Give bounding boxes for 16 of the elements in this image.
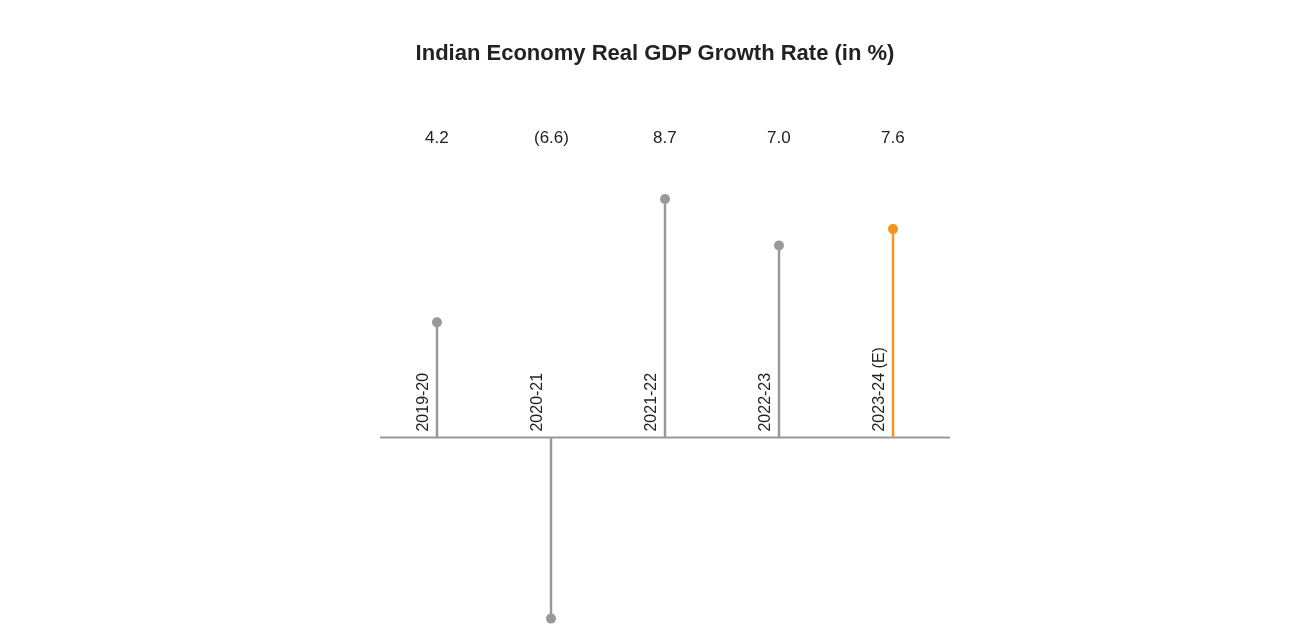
x-tick-label: 2023-24 (E)	[870, 347, 888, 432]
x-tick-label: 2019-20	[414, 372, 432, 432]
point	[546, 613, 556, 624]
point	[660, 193, 670, 204]
point	[774, 240, 784, 251]
x-tick-label: 2020-21	[528, 372, 546, 432]
data-label: 8.7	[653, 128, 677, 147]
data-label: 4.2	[425, 128, 449, 147]
x-tick-label: 2022-23	[756, 372, 774, 432]
point	[888, 224, 898, 235]
data-label: 7.0	[767, 128, 791, 147]
chart-title: Indian Economy Real GDP Growth Rate (in %)	[415, 39, 895, 65]
x-tick-label: 2021-22	[642, 372, 660, 432]
point	[432, 317, 442, 328]
data-label: (6.6)	[534, 128, 569, 147]
data-label: 7.6	[881, 128, 905, 147]
